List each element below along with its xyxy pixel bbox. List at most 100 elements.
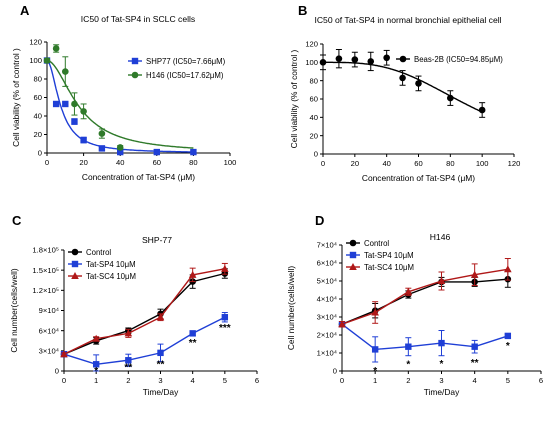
data-point	[405, 343, 412, 350]
y-axis-label: Cell viability (% of control )	[289, 49, 299, 148]
x-tick-label: 120	[508, 159, 521, 168]
y-tick-label: 6×10⁴	[317, 259, 337, 268]
y-tick-label: 100	[305, 58, 318, 67]
series-0	[319, 49, 486, 118]
data-point	[371, 308, 379, 316]
x-tick-label: 100	[224, 158, 237, 167]
data-point	[80, 108, 87, 115]
panel-a: A IC50 of Tat-SP4 in SCLC cells 0 20 40 60 80 1…	[11, 3, 236, 182]
legend-label: Tat-SP4 10μM	[364, 251, 414, 260]
data-point	[447, 94, 454, 102]
series-1	[60, 312, 229, 372]
y-tick-label: 9×10⁴	[39, 306, 59, 315]
data-point	[92, 334, 100, 342]
data-point	[98, 145, 106, 152]
series-1	[338, 321, 512, 363]
x-tick-label: 4	[191, 376, 195, 385]
x-axis-label: Time/Day	[143, 387, 179, 397]
x-axis-label: Concentration of Tat-SP4 (μM)	[362, 173, 475, 183]
series-line	[63, 268, 225, 355]
x-tick-label: 40	[116, 158, 124, 167]
y-tick-label: 1.2×10⁵	[32, 286, 59, 295]
legend-marker	[71, 272, 79, 279]
series-line	[341, 278, 508, 325]
series-1	[43, 44, 194, 151]
data-point	[190, 148, 197, 156]
data-point	[124, 329, 133, 337]
panel-title: IC50 of Tat-SP4 in SCLC cells	[81, 14, 195, 24]
legend-label: Tat-SC4 10μM	[86, 272, 136, 281]
data-point	[221, 314, 229, 321]
data-point	[52, 100, 60, 108]
legend: Control Tat-SP4 10μM Tat-SC4 10μM	[346, 239, 414, 272]
x-tick-label: 60	[414, 159, 422, 168]
data-point	[478, 106, 486, 114]
panel-b: B IC50 of Tat-SP4 in normal bronchial epi…	[289, 3, 520, 183]
y-tick-label: 40	[34, 112, 42, 121]
significance-label: **	[471, 358, 479, 369]
legend-marker	[349, 263, 357, 270]
y-tick-label: 100	[29, 56, 42, 65]
data-point	[335, 55, 343, 62]
legend-label: Control	[86, 248, 111, 257]
y-tick-label: 1×10⁴	[317, 349, 337, 358]
legend-marker	[131, 71, 139, 79]
y-tick-label: 1.5×10⁵	[32, 266, 59, 275]
data-point	[71, 100, 78, 108]
series-line	[341, 268, 508, 325]
y-axis-label: Cell number(cells/well)	[286, 266, 296, 350]
legend-label: H146 (IC50=17.62μM)	[146, 71, 224, 80]
panel-d: D H146 0 1 2 3 4 5 6 0 1×10⁴ 2×10⁴ 3×10⁴ 4×10⁴ 5×10⁴ 6×…	[286, 213, 543, 397]
y-tick-label: 40	[310, 113, 318, 122]
x-tick-label: 0	[45, 158, 49, 167]
data-point	[62, 100, 69, 108]
y-tick-label: 0	[314, 150, 318, 159]
series-2	[338, 258, 512, 328]
panel-c: C SHP-77 0 1 2 3 4 5 6 0 3×10⁴ 6×10⁴ 9×10⁴ 1.2×10⁵ 1.5…	[9, 213, 259, 397]
series-line	[63, 272, 225, 355]
significance-label: *	[440, 359, 444, 370]
y-tick-label: 3×10⁴	[317, 313, 337, 322]
data-point	[125, 357, 132, 364]
data-point	[188, 270, 197, 278]
panel-letter: B	[298, 3, 307, 18]
panel-letter: D	[315, 213, 324, 228]
y-tick-label: 20	[310, 131, 318, 140]
legend-label: Beas-2B (IC50=94.85μM)	[414, 55, 503, 64]
data-point	[351, 56, 359, 63]
legend-label: Control	[364, 239, 389, 248]
panel-title: SHP-77	[142, 235, 172, 245]
data-point	[319, 59, 327, 66]
data-point	[504, 332, 512, 340]
significance-label: ***	[219, 323, 231, 334]
x-tick-label: 5	[223, 376, 227, 385]
series-line	[63, 316, 226, 366]
data-point	[338, 320, 346, 328]
data-point	[367, 58, 375, 65]
panel-title: H146	[430, 232, 451, 242]
x-tick-label: 4	[473, 376, 477, 385]
data-point	[471, 343, 478, 350]
y-tick-label: 80	[34, 75, 42, 84]
x-tick-label: 40	[382, 159, 390, 168]
significance-label: *	[506, 341, 510, 352]
x-tick-label: 3	[439, 376, 443, 385]
x-tick-label: 0	[321, 159, 325, 168]
y-tick-label: 0	[38, 149, 42, 158]
legend-label: Tat-SP4 10μM	[86, 260, 136, 269]
legend: Control Tat-SP4 10μM Tat-SC4 10μM	[68, 248, 136, 281]
legend-label: SHP77 (IC50=7.66μM)	[146, 57, 226, 66]
series-0	[338, 270, 512, 328]
x-tick-label: 60	[153, 158, 161, 167]
data-point	[52, 45, 60, 52]
series-2	[60, 262, 229, 358]
legend-label: Tat-SC4 10μM	[364, 263, 414, 272]
x-tick-label: 3	[158, 376, 162, 385]
x-tick-label: 100	[476, 159, 489, 168]
data-point	[117, 148, 124, 156]
data-point	[157, 349, 164, 357]
fit-curve	[46, 59, 194, 149]
data-point	[71, 118, 78, 125]
data-point	[43, 57, 51, 64]
